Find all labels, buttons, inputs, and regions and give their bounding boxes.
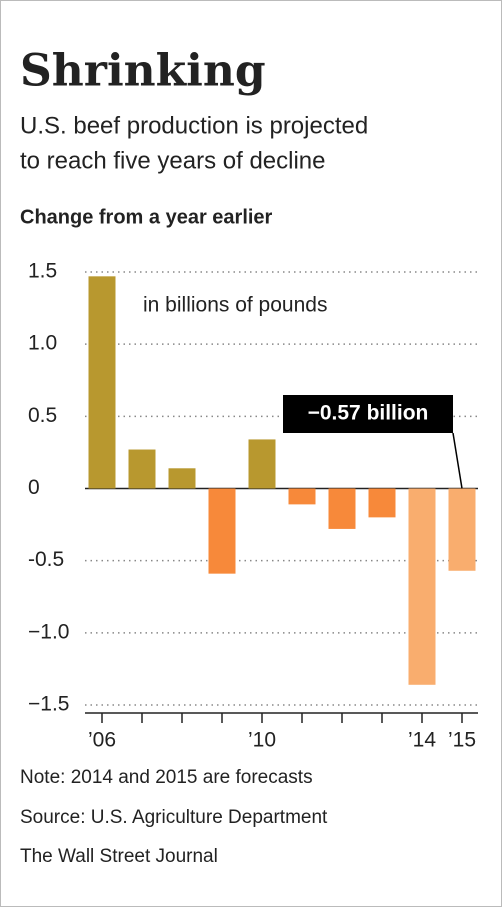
y-tick-label: −1.5 — [28, 693, 69, 716]
bar — [288, 488, 316, 505]
x-tick-label: ’15 — [448, 729, 476, 752]
y-tick-label: 0.5 — [28, 404, 57, 427]
note: The Wall Street Journal — [20, 846, 218, 867]
bar — [208, 488, 236, 574]
callout-leader — [452, 432, 463, 489]
axis-title: Change from a year earlier — [20, 206, 273, 228]
y-tick-label: 1.5 — [28, 260, 57, 283]
note: Note: 2014 and 2015 are forecasts — [20, 767, 313, 788]
bar — [328, 488, 356, 529]
y-tick-label: 0 — [28, 476, 40, 499]
unit-note: in billions of pounds — [143, 294, 327, 317]
bar — [248, 439, 276, 489]
bar — [408, 488, 436, 685]
bar — [368, 488, 396, 518]
callout-label: −0.57 billion — [308, 402, 429, 425]
y-tick-label: 1.0 — [28, 332, 57, 355]
x-tick-label: ’10 — [248, 729, 276, 752]
note: Source: U.S. Agriculture Department — [20, 807, 328, 828]
bar — [168, 468, 196, 489]
x-tick-label: ’14 — [408, 729, 436, 752]
bar — [448, 488, 476, 571]
subtitle: to reach five years of decline — [20, 147, 326, 174]
x-tick-label: ’06 — [88, 729, 116, 752]
y-tick-label: -0.5 — [28, 548, 64, 571]
bar — [128, 449, 156, 489]
callout-box — [283, 395, 453, 433]
subtitle: U.S. beef production is projected — [20, 112, 368, 139]
chart-title: Shrinking — [20, 46, 266, 97]
bar — [88, 276, 116, 489]
y-tick-label: −1.0 — [28, 620, 69, 643]
